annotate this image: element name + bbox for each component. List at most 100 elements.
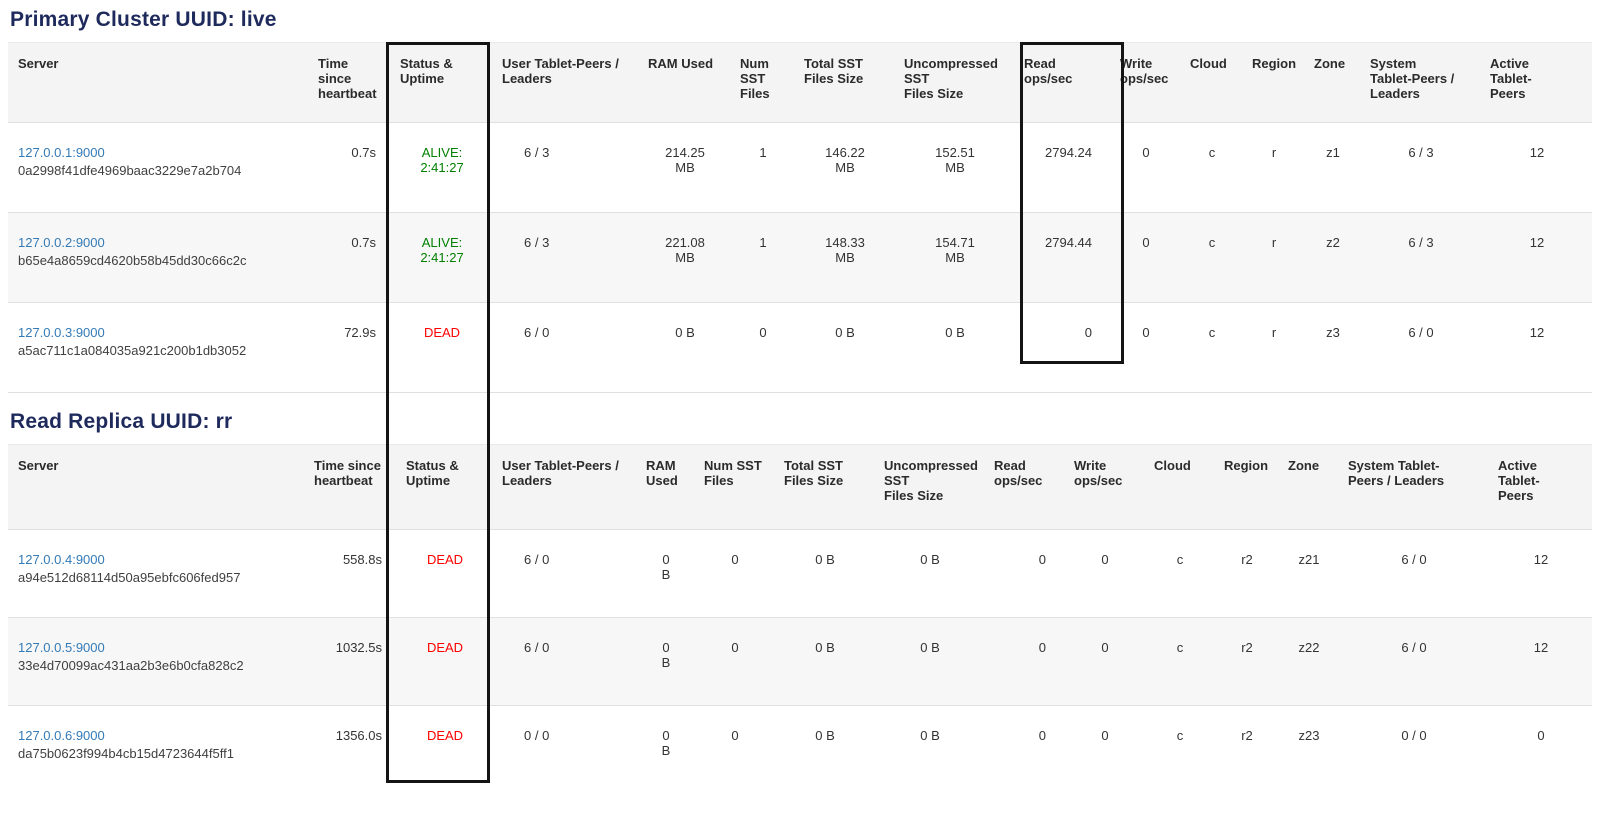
cell-active_tablets: 0: [1537, 728, 1545, 743]
cell-cloud: c: [1176, 728, 1184, 743]
cell-active_tablets: 12: [1480, 302, 1592, 393]
server-link[interactable]: 127.0.0.2:9000: [18, 235, 105, 250]
table-row: 127.0.0.2:9000 b65e4a8659cd4620b58b45dd30…: [8, 212, 1592, 303]
cell-user_tablets: 6 / 0: [492, 529, 636, 618]
cell-cloud: c: [1180, 302, 1242, 393]
cell-server: 127.0.0.3:9000 a5ac711c1a084035a921c200b1…: [8, 302, 308, 393]
cell-num_sst: 1: [730, 212, 794, 303]
cell-zone: z23: [1298, 728, 1320, 743]
cell-system_tablets: 6 / 0: [1338, 617, 1488, 706]
column-header-heartbeat: Time since heartbeat: [304, 444, 396, 530]
cell-system_tablets: 0 / 0: [1401, 728, 1427, 743]
server-link[interactable]: 127.0.0.4:9000: [18, 552, 105, 567]
cell-server: 127.0.0.1:9000 0a2998f41dfe4969baac3229e7…: [8, 122, 308, 213]
cell-ram: 0 B: [636, 617, 694, 706]
column-header-read_ops: Read ops/sec: [984, 444, 1064, 530]
read-replica-table: Server Time since heartbeat Status & Uptim…: [8, 444, 1592, 794]
cell-write_ops: 0: [1101, 728, 1109, 743]
cell-read_ops: 0: [1014, 302, 1110, 393]
cell-write_ops: 0: [1110, 302, 1180, 393]
cell-user_tablets: 6 / 0: [492, 617, 636, 706]
cell-server: 127.0.0.6:9000 da75b0623f994b4cb15d472364…: [8, 706, 304, 794]
column-header-status: Status & Uptime: [390, 42, 492, 123]
cell-region: r: [1242, 212, 1304, 303]
table-row: 127.0.0.6:9000 da75b0623f994b4cb15d472364…: [8, 706, 1592, 794]
cell-uncompressed_sst: 154.71 MB: [894, 212, 1014, 303]
column-header-user_tablets: User Tablet-Peers / Leaders: [492, 42, 638, 123]
cell-cloud: c: [1180, 212, 1242, 303]
status-badge: DEAD: [390, 302, 492, 393]
cell-zone: z21: [1278, 529, 1338, 618]
column-header-active_tablets: Active Tablet- Peers: [1488, 444, 1592, 530]
cell-system_tablets: 6 / 0: [1338, 529, 1488, 618]
cell-active_tablets: 12: [1488, 617, 1592, 706]
cell-zone: z2: [1304, 212, 1360, 303]
server-link[interactable]: 127.0.0.1:9000: [18, 145, 105, 160]
primary-cluster-table: Server Time since heartbeat Status & Uptim…: [8, 42, 1592, 393]
cell-num_sst: 0: [731, 728, 739, 743]
table-row: 127.0.0.4:9000 a94e512d68114d50a95ebfc606…: [8, 529, 1592, 618]
cell-heartbeat: 0.7s: [308, 212, 390, 303]
cell-read_ops: 0: [984, 529, 1064, 618]
server-link[interactable]: 127.0.0.5:9000: [18, 640, 105, 655]
cell-region: r2: [1214, 529, 1278, 618]
server-link[interactable]: 127.0.0.3:9000: [18, 325, 105, 340]
cell-uncompressed_sst: 152.51 MB: [894, 122, 1014, 213]
column-header-status: Status & Uptime: [396, 444, 492, 530]
cell-total_sst: 146.22 MB: [794, 122, 894, 213]
cell-read_ops: 2794.44: [1014, 212, 1110, 303]
table-row: 127.0.0.3:9000 a5ac711c1a084035a921c200b1…: [8, 302, 1592, 393]
server-uuid: a94e512d68114d50a95ebfc606fed957: [18, 570, 241, 585]
cell-num_sst: 0: [694, 529, 774, 618]
primary-cluster-title: Primary Cluster UUID: live: [10, 8, 277, 31]
status-badge: ALIVE: 2:41:27: [390, 122, 492, 213]
cell-region: r: [1242, 122, 1304, 213]
cell-read_ops: 0: [984, 617, 1064, 706]
cell-num_sst: 0: [694, 617, 774, 706]
cell-uncompressed_sst: 0 B: [874, 617, 984, 706]
column-header-read_ops: Read ops/sec: [1014, 42, 1110, 123]
cell-active_tablets: 12: [1480, 212, 1592, 303]
server-link[interactable]: 127.0.0.6:9000: [18, 728, 105, 743]
column-header-cloud: Cloud: [1180, 42, 1242, 123]
cell-region: r2: [1214, 617, 1278, 706]
cell-read_ops: 2794.24: [1014, 122, 1110, 213]
header-row: Server Time since heartbeat Status & Uptim…: [8, 444, 1592, 530]
cell-server: 127.0.0.4:9000 a94e512d68114d50a95ebfc606…: [8, 529, 304, 618]
cell-system_tablets: 6 / 0: [1360, 302, 1480, 393]
cell-active_tablets: 12: [1480, 122, 1592, 213]
cell-uncompressed_sst: 0 B: [874, 529, 984, 618]
cell-heartbeat: 1356.0s: [335, 728, 382, 743]
primary-cluster-section: Primary Cluster UUID: live Server Time si…: [0, 0, 1600, 393]
cell-cloud: c: [1180, 122, 1242, 213]
column-header-heartbeat: Time since heartbeat: [308, 42, 390, 123]
cell-heartbeat: 0.7s: [308, 122, 390, 213]
cell-write_ops: 0: [1064, 529, 1144, 618]
cell-server: 127.0.0.5:9000 33e4d70099ac431aa2b3e6b0cf…: [8, 617, 304, 706]
cell-heartbeat: 72.9s: [308, 302, 390, 393]
column-header-zone: Zone: [1278, 444, 1338, 530]
cell-cloud: c: [1144, 529, 1214, 618]
cell-read_ops: 0: [1038, 728, 1046, 743]
cell-active_tablets: 12: [1488, 529, 1592, 618]
column-header-user_tablets: User Tablet-Peers / Leaders: [492, 444, 636, 530]
column-header-server: Server: [8, 444, 304, 530]
table-row: 127.0.0.1:9000 0a2998f41dfe4969baac3229e7…: [8, 122, 1592, 213]
column-header-ram: RAM Used: [638, 42, 730, 123]
column-header-region: Region: [1214, 444, 1278, 530]
column-header-num_sst: Num SST Files: [694, 444, 774, 530]
column-header-total_sst: Total SST Files Size: [774, 444, 874, 530]
cell-server: 127.0.0.2:9000 b65e4a8659cd4620b58b45dd30…: [8, 212, 308, 303]
cell-heartbeat: 1032.5s: [304, 617, 396, 706]
cell-total_sst: 0 B: [774, 617, 874, 706]
column-header-write_ops: Write ops/sec: [1110, 42, 1180, 123]
read-replica-title: Read Replica UUID: rr: [10, 410, 233, 433]
cell-cloud: c: [1144, 617, 1214, 706]
status-badge: ALIVE: 2:41:27: [390, 212, 492, 303]
cell-ram: 0 B: [661, 728, 671, 758]
status-badge: DEAD: [396, 529, 492, 618]
cell-total_sst: 0 B: [774, 529, 874, 618]
cell-num_sst: 1: [730, 122, 794, 213]
cell-zone: z22: [1278, 617, 1338, 706]
